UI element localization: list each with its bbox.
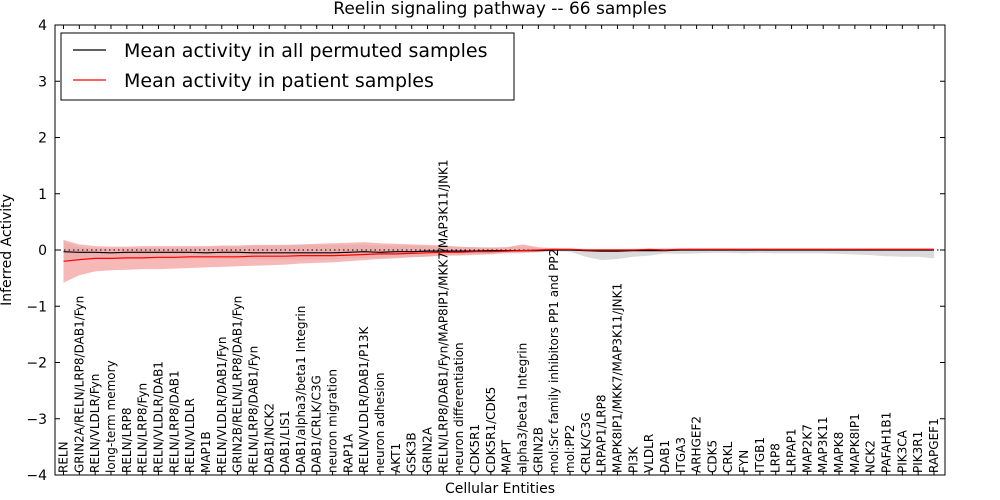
x-tick-label: CRLK/C3G (579, 412, 593, 473)
x-tick-label: DAB1 (658, 440, 672, 473)
y-tick-label: 4 (38, 18, 47, 34)
x-tick-label: alpha3/beta1 Integrin (516, 343, 530, 473)
y-tick-label: −3 (26, 412, 47, 428)
x-tick-label: mol:PP2 (563, 424, 577, 473)
y-tick-label: 3 (38, 74, 47, 90)
x-tick-label: neuron migration (326, 369, 340, 473)
x-tick-label: MAPK8 (832, 432, 846, 473)
x-tick-label: GRIN2B (531, 427, 545, 473)
x-tick-label: MAPK8IP1/MKK7/MAP3K11/JNK1 (611, 283, 625, 473)
x-tick-label: RELN/LRP8/DAB1/Fyn/MAP8IP1/MKK7/MAP3K11/… (436, 159, 450, 473)
series-line-patient (63, 248, 934, 262)
axis-ticks: −4 −3 −2 −1 0 1 2 3 4 (26, 18, 945, 484)
x-tick-labels: RELN GRIN2A/RELN/LRP8/DAB1/Fyn RELN/VLDLR/… (57, 159, 942, 473)
x-tick-label: RELN/VLDLR/DAB1/P13K (357, 326, 371, 473)
x-tick-label: RELN/LRP8 (120, 407, 134, 473)
x-tick-label: RELN/VLDLR/DAB1/Fyn (215, 337, 229, 473)
x-tick-label: RAP1A (341, 433, 355, 473)
x-tick-label: LRPAP1 (785, 428, 799, 473)
chart-title: Reelin signaling pathway -- 66 samples (333, 0, 667, 19)
x-tick-label: LRPAP1/LRP8 (595, 394, 609, 473)
y-tick-label: −1 (26, 299, 47, 315)
plot-frame (54, 24, 946, 476)
x-tick-label: LRP8 (769, 443, 783, 473)
x-tick-label: RELN/LRP8/DAB1 (167, 370, 181, 473)
x-tick-label: mol:Src family inhibitors PP1 and PP2 (547, 249, 561, 473)
y-tick-label: −2 (26, 356, 47, 372)
y-axis-label: Inferred Activity (0, 194, 15, 306)
x-tick-label: MAPT (500, 439, 514, 473)
x-axis-label: Cellular Entities (445, 481, 555, 497)
x-tick-label: DAB1/CRLK/C3G (310, 375, 324, 473)
x-tick-label: MAP2K7 (800, 424, 814, 473)
x-tick-label: DAB1/alpha3/beta1 Integrin (294, 306, 308, 473)
x-tick-label: GRIN2B/RELN/LRP8/DAB1/Fyn (231, 296, 245, 473)
x-tick-label: ITGB1 (753, 437, 767, 473)
x-tick-label: RELN/LRP8/Fyn (136, 383, 150, 473)
x-tick-label: NCK2 (864, 440, 878, 473)
x-tick-label: RELN/VLDLR (183, 398, 197, 473)
x-tick-label: PI3K (626, 446, 640, 473)
x-tick-label: CDK5R1 (468, 424, 482, 473)
legend-label-permuted: Mean activity in all permuted samples (124, 40, 487, 62)
x-tick-label: CDK5 (705, 440, 719, 473)
x-tick-label: GRIN2A (421, 426, 435, 473)
x-tick-label: MAP3K11 (816, 416, 830, 473)
x-tick-label: neuron adhesion (373, 372, 387, 473)
x-tick-label: PAFAH1B1 (880, 412, 894, 473)
x-tick-label: long-term memory (104, 360, 118, 473)
x-tick-label: RELN (57, 441, 71, 473)
band-patient (63, 239, 934, 283)
x-tick-label: GSK3B (405, 432, 419, 473)
confidence-bands (63, 239, 934, 283)
x-tick-label: DAB1/LIS1 (278, 410, 292, 473)
x-tick-label: MAP1B (199, 431, 213, 473)
x-tick-label: FYN (737, 450, 751, 473)
x-tick-label: RELN/VLDLR/Fyn (88, 374, 102, 473)
y-tick-label: 0 (38, 243, 47, 259)
x-tick-label: RELN/VLDLR/DAB1 (152, 361, 166, 473)
x-tick-label: RELN/LRP8/DAB1/Fyn (246, 346, 260, 473)
y-tick-label: 2 (38, 131, 47, 147)
x-tick-label: VLDLR (642, 434, 656, 473)
y-tick-label: 1 (38, 187, 47, 203)
x-tick-label: CDK5R1/CDK5 (484, 387, 498, 473)
x-tick-label: RAPGEF1 (927, 418, 941, 473)
x-tick-label: PIK3R1 (911, 431, 925, 473)
x-tick-label: GRIN2A/RELN/LRP8/DAB1/Fyn (72, 296, 86, 473)
x-tick-label: PIK3CA (895, 429, 909, 473)
x-tick-label: neuron differentiation (452, 342, 466, 473)
legend-label-patient: Mean activity in patient samples (124, 70, 434, 92)
x-tick-label: ARHGEF2 (690, 416, 704, 473)
legend: Mean activity in all permuted samples Me… (60, 32, 515, 101)
y-tick-label: −4 (26, 468, 47, 484)
x-tick-label: MAPK8IP1 (848, 413, 862, 473)
x-tick-label: CRKL (721, 441, 735, 473)
x-tick-label: DAB1/NCK2 (262, 403, 276, 473)
x-tick-label: ITGA3 (674, 437, 688, 473)
legend-box (60, 32, 515, 101)
x-tick-label: AKT1 (389, 443, 403, 473)
series-lines (55, 248, 945, 262)
